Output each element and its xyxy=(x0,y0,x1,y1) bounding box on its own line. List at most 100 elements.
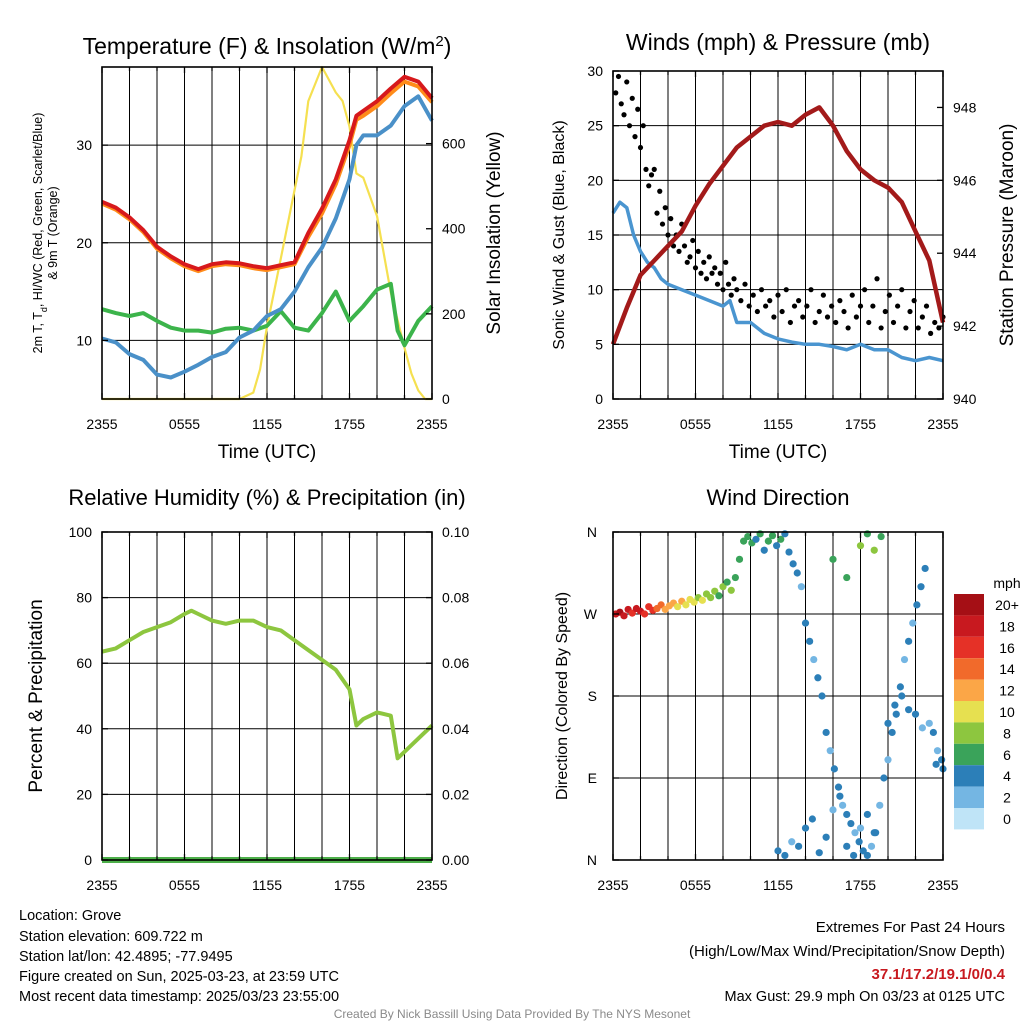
gust-point xyxy=(874,276,880,282)
x-tick-label: 2355 xyxy=(597,877,628,893)
wind-direction-point xyxy=(884,719,892,727)
x-tick-label: 2355 xyxy=(597,416,628,432)
x-tick-label: 0555 xyxy=(680,877,711,893)
legend-label: 20+ xyxy=(995,597,1019,613)
gust-point xyxy=(618,101,624,107)
wind-direction-point xyxy=(880,774,888,782)
y-tick-label: E xyxy=(588,770,597,786)
legend-swatch xyxy=(954,594,984,616)
wind-direction-point xyxy=(933,747,942,755)
wind-direction-point xyxy=(850,851,858,860)
wind-direction-point xyxy=(829,806,837,814)
wind-direction-point xyxy=(723,578,731,586)
x-tick-label: 1755 xyxy=(334,416,365,432)
extremes-subtitle: (High/Low/Max Wind/Precipitation/Snow De… xyxy=(689,943,1005,960)
gust-point xyxy=(668,216,674,222)
wind-direction-point xyxy=(905,637,913,645)
wind-direction-point xyxy=(918,724,926,732)
gust-point xyxy=(714,281,721,287)
wind-direction-point xyxy=(698,596,706,604)
gust-point xyxy=(816,308,822,315)
x-tick-label: 1155 xyxy=(763,416,793,432)
wind-direction-point xyxy=(913,601,921,609)
gust-point xyxy=(758,287,765,293)
y-tick-label: 40 xyxy=(76,721,92,737)
wind-direction-panel: Wind Direction 2355 0555 1155 1755 2355NESWN… xyxy=(554,485,1021,893)
gust-point xyxy=(624,79,630,85)
y-tick-label: 0 xyxy=(595,391,603,407)
wind-direction-point xyxy=(900,655,909,664)
gust-point xyxy=(709,270,715,276)
gust-point xyxy=(779,308,785,315)
y-tick-label: 30 xyxy=(587,63,603,79)
gust-point xyxy=(717,270,723,276)
footer-latlon: Station lat/lon: 42.4895; -77.9495 xyxy=(19,949,233,965)
humidity-chart-title: Relative Humidity (%) & Precipitation (i… xyxy=(68,485,465,510)
wind-direction-point xyxy=(801,619,810,627)
wind-direction-point xyxy=(674,603,682,611)
x-tick-label: 2355 xyxy=(86,416,117,432)
gust-point xyxy=(808,287,814,293)
wind-direction-point xyxy=(909,619,917,627)
wind-direction-point xyxy=(884,756,892,764)
extremes-values: 37.1/17.2/19.1/0/0.4 xyxy=(871,966,1005,983)
gust-point xyxy=(800,314,806,320)
wind-direction-point xyxy=(657,601,665,609)
series-line-station-pressure xyxy=(610,105,946,346)
wind-direction-point xyxy=(836,792,844,800)
footer-location: Location: Grove xyxy=(19,908,122,924)
y-tick-label: 30 xyxy=(76,137,92,153)
x-tick-label: 1755 xyxy=(845,877,876,893)
gust-point xyxy=(615,73,622,80)
gust-point xyxy=(626,123,633,129)
wind-direction-point xyxy=(843,810,851,819)
wind-direction-point xyxy=(932,760,940,768)
gust-point xyxy=(646,183,652,189)
wind-direction-point xyxy=(938,756,946,764)
gust-point xyxy=(783,287,789,293)
wind-direction-point xyxy=(788,838,796,846)
legend-swatch xyxy=(954,808,984,830)
gust-point xyxy=(928,330,934,336)
wind-direction-point xyxy=(735,555,744,563)
footer-elevation: Station elevation: 609.722 m xyxy=(19,929,203,945)
wind-direction-point xyxy=(851,829,859,837)
temperature-ylabel-line2: & 9m T (Orange) xyxy=(46,186,60,279)
gust-point xyxy=(613,90,619,96)
y2-tick-label: 400 xyxy=(442,221,466,237)
gust-point xyxy=(862,287,868,293)
gust-point xyxy=(742,281,748,287)
gust-point xyxy=(787,319,793,326)
gust-point xyxy=(824,314,831,320)
gust-point xyxy=(923,303,930,309)
gust-point xyxy=(763,303,769,309)
wind-direction-point xyxy=(768,532,777,540)
wind-direction-point xyxy=(822,728,830,737)
y2-tick-label: 0.04 xyxy=(442,721,469,737)
max-gust: Max Gust: 29.9 mph On 03/23 at 0125 UTC xyxy=(724,989,1005,1005)
gust-point xyxy=(629,95,635,101)
gust-point xyxy=(791,303,798,309)
legend-swatch xyxy=(954,636,984,659)
gust-point xyxy=(725,281,732,287)
gust-point xyxy=(820,292,826,298)
y2-tick-label: 0.00 xyxy=(442,852,469,868)
wind-direction-chart-title: Wind Direction xyxy=(706,485,849,510)
gust-point xyxy=(706,254,712,260)
gust-point xyxy=(643,166,649,172)
wind-direction-point xyxy=(715,592,723,600)
gust-point xyxy=(657,188,663,194)
y-tick-label: N xyxy=(587,852,597,868)
y2-tick-label: 0 xyxy=(442,391,450,407)
gust-point xyxy=(698,270,704,276)
gust-point xyxy=(651,166,657,172)
humidity-panel: Relative Humidity (%) & Precipitation (i… xyxy=(26,485,469,893)
wind-direction-point xyxy=(888,728,896,737)
legend-label: 14 xyxy=(999,661,1015,677)
x-tick-label: 2355 xyxy=(416,877,447,893)
humidity-ticks: 2355 0555 1155 1755 2355 0 20 40 60 80 100 0.00 0.02… xyxy=(69,524,470,893)
temperature-grid xyxy=(102,67,432,399)
winds-series xyxy=(610,73,946,363)
gust-point xyxy=(886,292,892,298)
gust-point xyxy=(829,303,835,309)
